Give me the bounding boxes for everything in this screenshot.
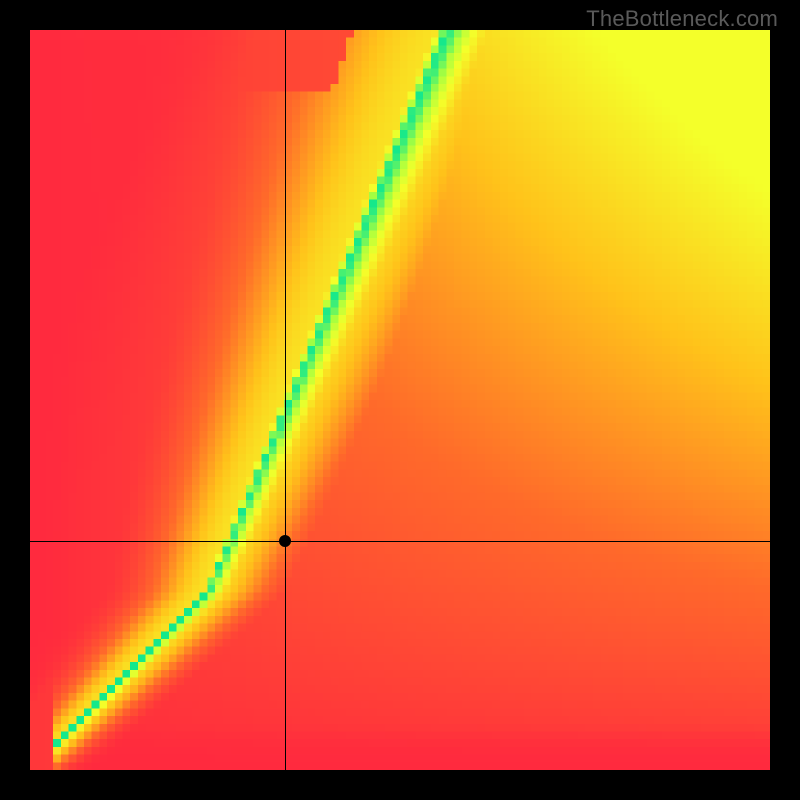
crosshair-vertical: [285, 30, 286, 770]
crosshair-marker-dot: [279, 535, 291, 547]
bottleneck-heatmap: [30, 30, 770, 770]
watermark-text: TheBottleneck.com: [586, 6, 778, 32]
chart-container: TheBottleneck.com: [0, 0, 800, 800]
crosshair-horizontal: [30, 541, 770, 542]
